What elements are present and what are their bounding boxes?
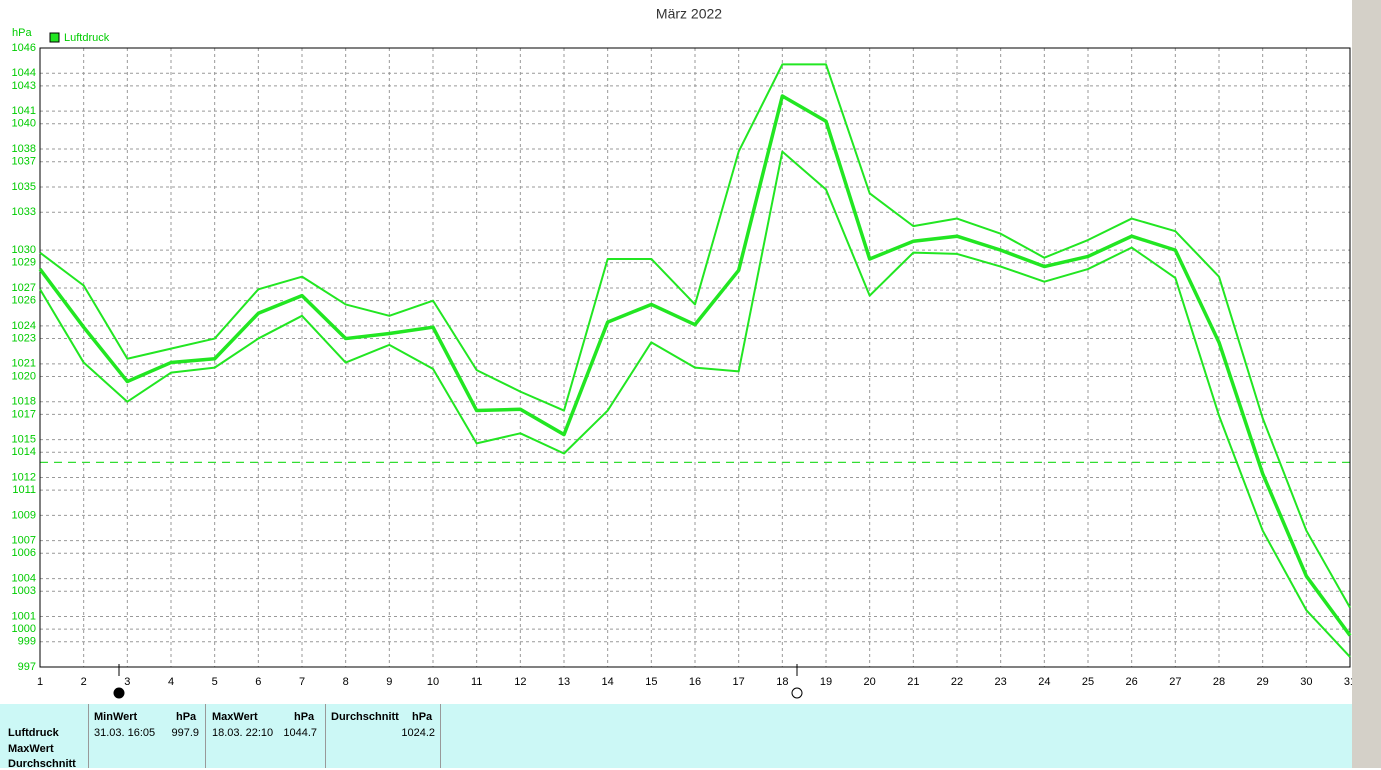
x-tick-label: 14 <box>602 676 614 688</box>
x-tick-label: 8 <box>343 676 349 688</box>
column-title: Durchschnitt <box>331 711 399 723</box>
x-tick-label: 20 <box>864 676 876 688</box>
x-tick-label: 7 <box>299 676 305 688</box>
chart-title: März 2022 <box>656 6 722 22</box>
column-title: MinWert <box>94 711 138 723</box>
y-tick-label: 1038 <box>12 143 36 155</box>
plot <box>39 47 1351 668</box>
y-tick-label: 1021 <box>12 358 36 370</box>
legend-swatch <box>49 32 60 43</box>
y-tick-label: 1020 <box>12 370 36 382</box>
x-tick-label: 29 <box>1257 676 1269 688</box>
x-tick-label: 17 <box>733 676 745 688</box>
x-tick-label: 31 <box>1344 676 1352 688</box>
x-tick-label: 26 <box>1126 676 1138 688</box>
x-tick-label: 23 <box>995 676 1007 688</box>
y-tick-label: 1046 <box>12 42 36 54</box>
x-tick-label: 27 <box>1169 676 1181 688</box>
x-tick-label: 12 <box>514 676 526 688</box>
y-tick-label: 1040 <box>12 118 36 130</box>
y-tick-label: 1017 <box>12 408 36 420</box>
row-label: MaxWert <box>8 743 54 755</box>
column-unit: hPa <box>176 711 197 723</box>
x-tick-label: 9 <box>386 676 392 688</box>
y-tick-label: 1007 <box>12 535 36 547</box>
y-tick-label: 1024 <box>12 320 36 332</box>
y-tick-label: 1018 <box>12 396 36 408</box>
separator <box>205 704 206 768</box>
x-tick-label: 25 <box>1082 676 1094 688</box>
value: 1024.2 <box>401 727 435 739</box>
summary-table: Luftdruck MaxWert Durchschnitt MinWert h… <box>0 704 1352 770</box>
y-tick-label: 1003 <box>12 585 36 597</box>
y-tick-label: 1029 <box>12 257 36 269</box>
y-tick-label: 1009 <box>12 509 36 521</box>
y-tick-label: 1027 <box>12 282 36 294</box>
y-tick-label: 1012 <box>12 471 36 483</box>
y-axis-label: hPa <box>12 27 32 39</box>
row-label: Durchschnitt <box>8 758 76 770</box>
y-tick-label: 997 <box>18 661 36 673</box>
x-tick-label: 6 <box>255 676 261 688</box>
separator <box>325 704 326 768</box>
x-tick-label: 15 <box>645 676 657 688</box>
x-tick-label: 19 <box>820 676 832 688</box>
x-tick-label: 5 <box>212 676 218 688</box>
legend-label: Luftdruck <box>64 32 110 44</box>
x-tick-label: 22 <box>951 676 963 688</box>
column-unit: hPa <box>294 711 315 723</box>
y-tick-label: 1015 <box>12 434 36 446</box>
y-tick-label: 1026 <box>12 295 36 307</box>
y-tick-label: 1004 <box>12 572 36 584</box>
separator <box>88 704 89 768</box>
line <box>39 150 1351 658</box>
y-tick-label: 1044 <box>12 67 36 79</box>
x-tick-label: 4 <box>168 676 174 688</box>
y-tick-label: 1001 <box>12 610 36 622</box>
y-tick-label: 1041 <box>12 105 36 117</box>
full-moon-icon <box>791 687 803 699</box>
y-tick-label: 1011 <box>12 484 36 496</box>
y-tick-label: 1023 <box>12 332 36 344</box>
x-tick-label: 18 <box>776 676 788 688</box>
y-tick-label: 1014 <box>12 446 36 458</box>
x-tick-label: 21 <box>907 676 919 688</box>
y-tick-label: 1043 <box>12 80 36 92</box>
y-tick-label: 1037 <box>12 156 36 168</box>
x-tick-label: 13 <box>558 676 570 688</box>
row-label: Luftdruck <box>8 727 59 739</box>
new-moon-icon <box>113 687 125 699</box>
time: 18.03. 22:10 <box>212 727 274 739</box>
x-tick-label: 28 <box>1213 676 1225 688</box>
line <box>38 94 1352 637</box>
x-tick-label: 3 <box>124 676 130 688</box>
x-tick-label: 24 <box>1038 676 1050 688</box>
column-unit: hPa <box>412 711 433 723</box>
x-tick-label: 2 <box>81 676 87 688</box>
time: 31.03. 16:05 <box>94 727 156 739</box>
x-tick-label: 1 <box>37 676 43 688</box>
y-tick-label: 999 <box>18 636 36 648</box>
desktop-edge <box>1352 0 1381 768</box>
y-tick-label: 1033 <box>12 206 36 218</box>
y-tick-label: 1035 <box>12 181 36 193</box>
column-title: MaxWert <box>212 711 258 723</box>
value: 997.9 <box>171 727 199 739</box>
value: 1044.7 <box>283 727 317 739</box>
y-tick-label: 1006 <box>12 547 36 559</box>
x-tick-label: 11 <box>471 676 482 688</box>
y-tick-label: 1000 <box>12 623 36 635</box>
separator <box>440 704 441 768</box>
y-tick-label: 1030 <box>12 244 36 256</box>
x-tick-label: 30 <box>1300 676 1312 688</box>
line <box>39 63 1351 609</box>
plot-border <box>39 47 1351 668</box>
x-tick-label: 16 <box>689 676 701 688</box>
x-tick-label: 10 <box>427 676 439 688</box>
